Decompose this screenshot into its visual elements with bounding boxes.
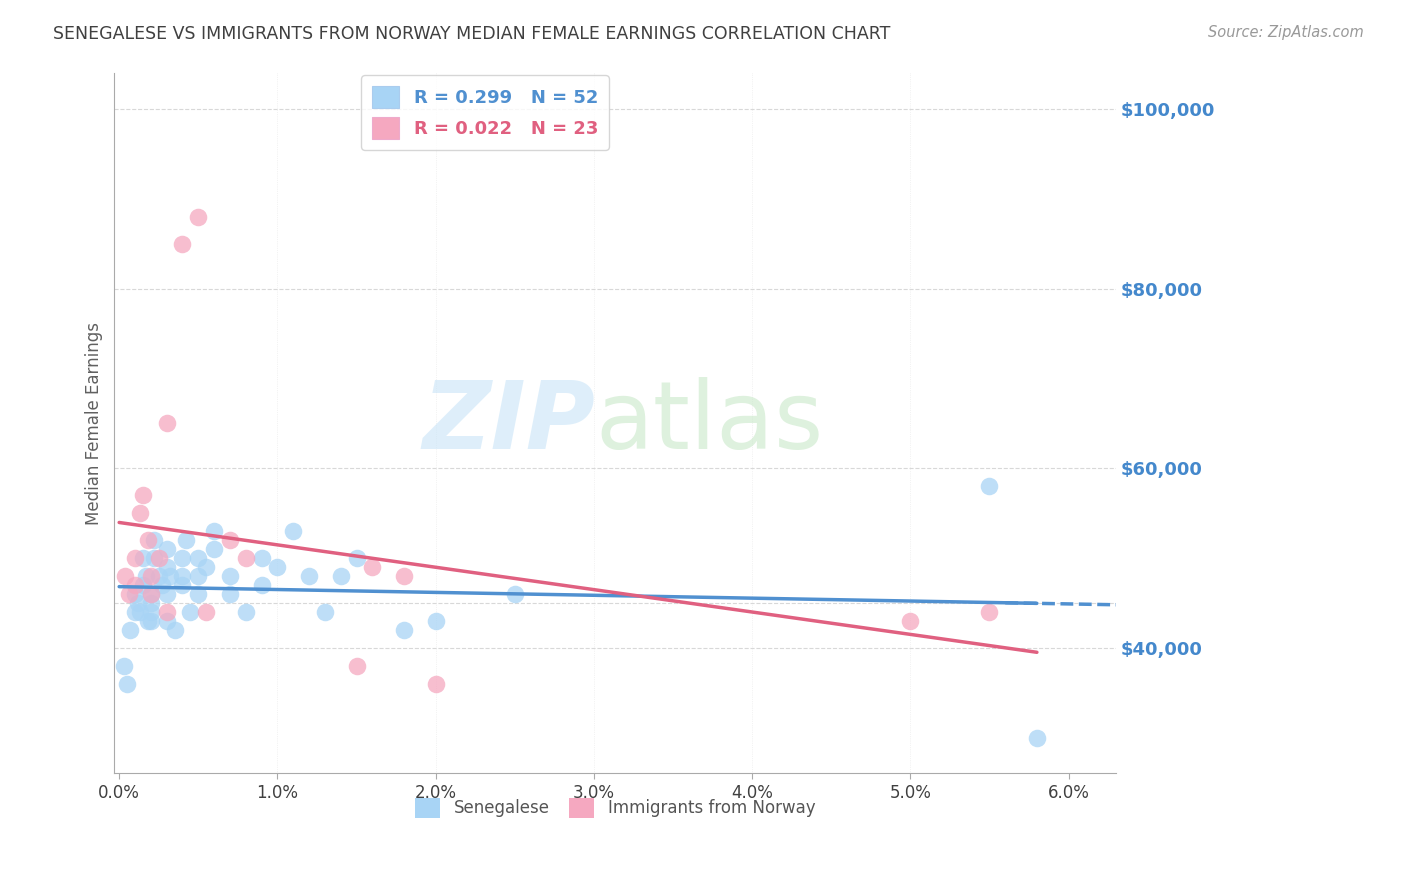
Point: [156, 560, 179, 574]
Point: [156, 587, 179, 601]
Text: Source: ZipAtlas.com: Source: ZipAtlas.com: [1208, 25, 1364, 40]
Point: [187, 587, 209, 601]
Point: [392, 569, 415, 583]
Point: [135, 569, 157, 583]
Point: [128, 506, 150, 520]
Point: [187, 550, 209, 565]
Point: [202, 524, 225, 538]
Point: [266, 560, 288, 574]
Point: [1025, 731, 1047, 745]
Point: [425, 676, 447, 690]
Text: SENEGALESE VS IMMIGRANTS FROM NORWAY MEDIAN FEMALE EARNINGS CORRELATION CHART: SENEGALESE VS IMMIGRANTS FROM NORWAY MED…: [53, 25, 891, 43]
Point: [139, 605, 162, 619]
Point: [127, 596, 149, 610]
Point: [139, 587, 162, 601]
Point: [132, 488, 155, 502]
Point: [329, 569, 352, 583]
Point: [250, 550, 273, 565]
Point: [235, 550, 257, 565]
Point: [148, 550, 170, 565]
Point: [425, 614, 447, 628]
Point: [124, 578, 146, 592]
Point: [143, 533, 166, 547]
Point: [136, 614, 159, 628]
Point: [136, 533, 159, 547]
Point: [139, 569, 162, 583]
Point: [898, 614, 921, 628]
Point: [187, 569, 209, 583]
Point: [314, 605, 336, 619]
Point: [503, 587, 526, 601]
Point: [139, 596, 162, 610]
Point: [128, 605, 150, 619]
Point: [120, 623, 142, 637]
Point: [139, 587, 162, 601]
Point: [235, 605, 257, 619]
Point: [114, 569, 136, 583]
Point: [202, 541, 225, 556]
Point: [298, 569, 321, 583]
Point: [346, 658, 368, 673]
Point: [124, 550, 146, 565]
Point: [143, 550, 166, 565]
Legend: Senegalese, Immigrants from Norway: Senegalese, Immigrants from Norway: [408, 791, 823, 824]
Point: [172, 578, 194, 592]
Point: [219, 569, 242, 583]
Point: [124, 587, 146, 601]
Point: [219, 587, 242, 601]
Point: [132, 578, 155, 592]
Point: [156, 605, 179, 619]
Text: ZIP: ZIP: [422, 377, 595, 469]
Point: [156, 416, 179, 430]
Point: [150, 578, 173, 592]
Point: [179, 605, 201, 619]
Point: [159, 569, 181, 583]
Point: [979, 479, 1001, 493]
Point: [219, 533, 242, 547]
Point: [187, 210, 209, 224]
Point: [195, 605, 218, 619]
Point: [346, 550, 368, 565]
Y-axis label: Median Female Earnings: Median Female Earnings: [86, 322, 103, 524]
Point: [250, 578, 273, 592]
Point: [283, 524, 305, 538]
Point: [118, 587, 141, 601]
Point: [115, 676, 138, 690]
Point: [139, 614, 162, 628]
Point: [361, 560, 384, 574]
Point: [148, 569, 170, 583]
Point: [163, 623, 186, 637]
Point: [392, 623, 415, 637]
Point: [172, 236, 194, 251]
Point: [156, 614, 179, 628]
Point: [124, 605, 146, 619]
Point: [979, 605, 1001, 619]
Point: [156, 541, 179, 556]
Point: [174, 533, 197, 547]
Point: [112, 658, 135, 673]
Point: [172, 550, 194, 565]
Point: [172, 569, 194, 583]
Text: atlas: atlas: [595, 377, 824, 469]
Point: [195, 560, 218, 574]
Point: [132, 550, 155, 565]
